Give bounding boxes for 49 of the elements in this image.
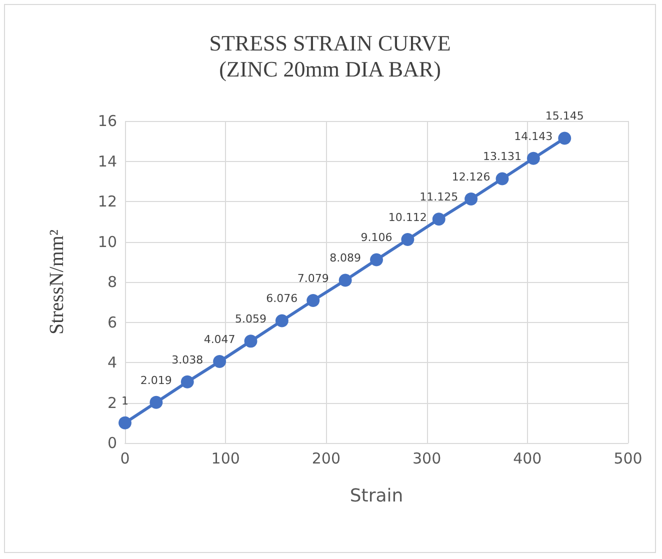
point [118,416,132,430]
y-tick-label: 14 [98,152,117,170]
y-axis-title: StressN/mm² [46,230,68,334]
point [401,233,414,246]
point [432,212,446,226]
x-tick-label: 0 [120,450,130,468]
point [496,172,509,186]
point [213,355,226,368]
data-label: 10.112 [388,210,427,224]
point [338,274,352,287]
y-tick-label: 12 [98,192,117,210]
data-label: 9.106 [360,231,392,244]
point [464,192,478,206]
data-label: 4.047 [204,333,236,346]
x-tick-label: 200 [312,450,341,468]
data-label: 6.076 [266,292,298,306]
point [526,152,540,165]
y-tick-label: 6 [107,313,117,332]
point [275,314,288,328]
x-tick-label: 500 [614,450,642,468]
chart-subtitle: (ZINC 20mm DIA BAR) [219,56,441,82]
point [150,396,163,409]
x-axis-title: Strain [350,486,404,506]
data-label: 11.125 [420,190,458,204]
data-label: 1 [122,394,128,408]
point [306,294,320,308]
data-label: 5.059 [235,312,266,326]
point [180,375,194,388]
data-label: 13.131 [483,150,522,164]
point [244,334,258,348]
y-tick-label: 10 [98,232,117,251]
data-label: 3.038 [172,353,204,366]
data-label: 14.143 [514,130,553,143]
data-label: 15.145 [545,110,584,123]
x-tick-label: 100 [211,450,240,468]
y-tick-label: 2 [107,394,117,412]
point [370,253,383,266]
y-tick-label: 0 [107,434,117,452]
chart-title: STRESS STRAIN CURVE [209,30,451,56]
x-tick-label: 400 [513,450,542,468]
y-tick-label: 16 [98,112,117,130]
data-label: 8.089 [330,252,362,265]
y-tick-label: 8 [107,273,117,291]
x-tick-label: 300 [412,450,442,468]
data-label: 12.126 [452,170,490,184]
data-label: 7.079 [297,272,329,286]
y-tick-label: 4 [107,354,117,372]
point [558,132,572,145]
data-label: 2.019 [140,374,172,387]
